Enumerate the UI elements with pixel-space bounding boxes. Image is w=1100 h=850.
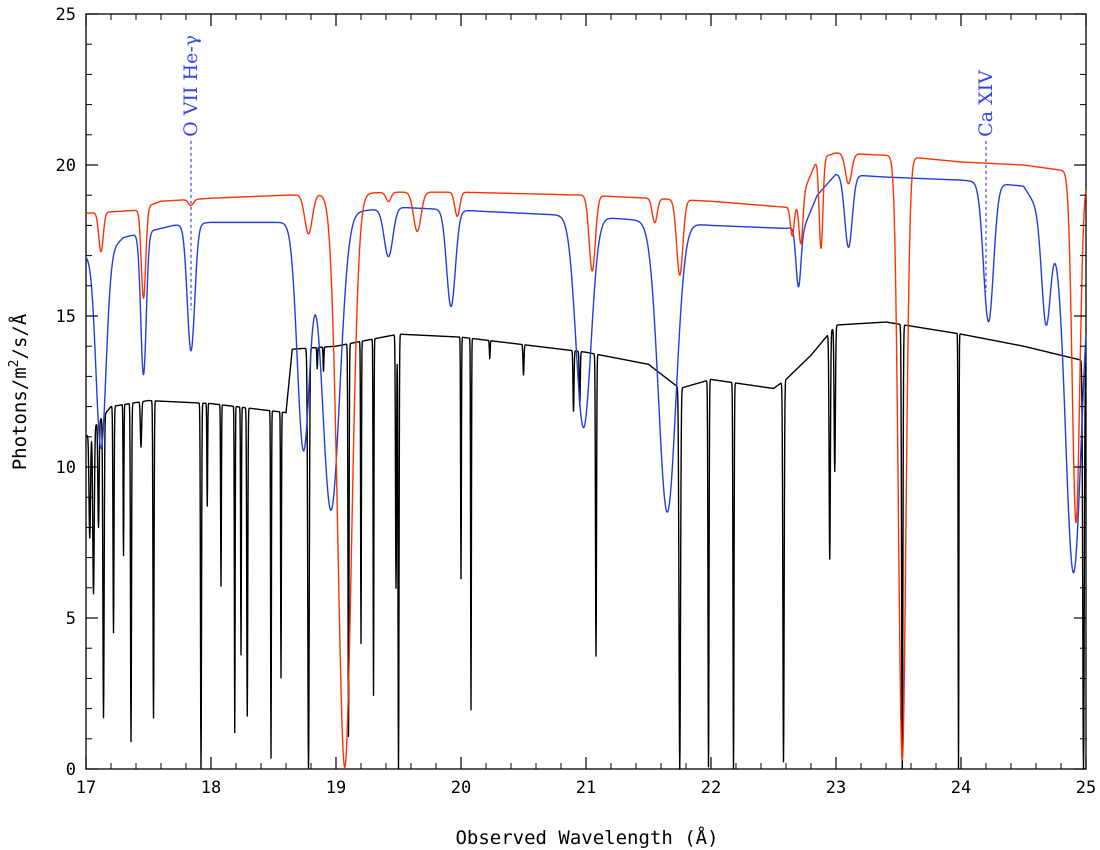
annotation-layer: O VII He-γ Ca XIV [180,35,997,310]
x-tick-label: 22 [701,778,721,798]
y-tick-label: 15 [56,307,76,327]
series-line-2 [85,173,1087,574]
tick-layer: 17 18 19 20 21 22 23 24 25 0 5 10 15 20 25 [56,5,1097,798]
annotation-label: O VII He-γ [180,35,202,137]
x-tick-label: 20 [451,778,471,798]
x-tick-label: 24 [951,778,971,798]
y-tick-label: 0 [66,760,76,780]
y-axis-title-part1: Photons/m [9,367,31,470]
plot-frame [85,13,1087,770]
x-axis-title: Observed Wavelength (Å) [455,826,718,849]
series-line-1 [85,152,1087,769]
y-tick-label: 10 [56,458,76,478]
x-tick-label: 17 [76,778,96,798]
x-tick-label: 23 [826,778,846,798]
y-tick-label: 5 [66,609,76,629]
series-layer [85,152,1087,770]
annotation-label: Ca XIV [975,70,997,137]
y-axis-title-exponent: 2 [7,359,22,367]
y-tick-label: 20 [56,156,76,176]
x-tick-label: 19 [326,778,346,798]
x-tick-label: 25 [1076,778,1096,798]
y-tick-label: 25 [56,5,76,25]
y-axis-title: Photons/m2/s/Å [7,313,31,470]
series-line-3 [85,321,1087,770]
y-axis-title-part2: /s/Å [8,313,31,359]
x-tick-label: 18 [201,778,221,798]
x-tick-label: 21 [576,778,596,798]
